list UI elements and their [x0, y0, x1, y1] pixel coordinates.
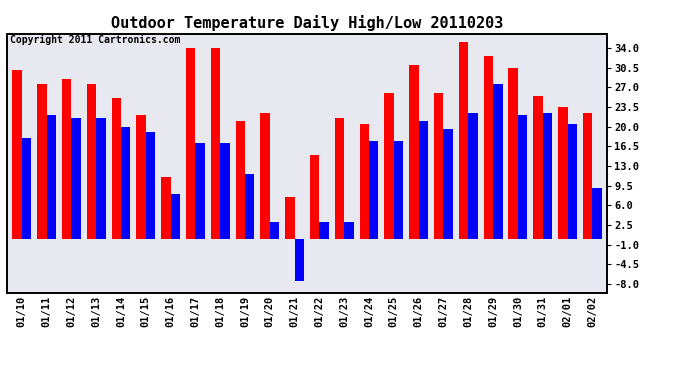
Text: Copyright 2011 Cartronics.com: Copyright 2011 Cartronics.com — [10, 35, 180, 45]
Bar — [137, 116, 146, 239]
Bar — [484, 56, 493, 239]
Bar — [47, 116, 56, 239]
Bar — [344, 222, 354, 239]
Bar — [112, 99, 121, 239]
Bar — [459, 42, 469, 239]
Bar — [493, 84, 502, 239]
Bar — [384, 93, 394, 239]
Bar — [245, 174, 255, 239]
Bar — [558, 107, 567, 239]
Bar — [592, 188, 602, 239]
Bar — [235, 121, 245, 239]
Bar — [335, 118, 344, 239]
Bar — [419, 121, 428, 239]
Bar — [121, 127, 130, 239]
Bar — [285, 197, 295, 239]
Bar — [195, 144, 205, 239]
Bar — [583, 112, 592, 239]
Bar — [509, 68, 518, 239]
Bar — [310, 154, 319, 239]
Bar — [12, 70, 22, 239]
Bar — [533, 96, 543, 239]
Bar — [62, 79, 71, 239]
Bar — [161, 177, 170, 239]
Bar — [71, 118, 81, 239]
Bar — [186, 48, 195, 239]
Bar — [270, 222, 279, 239]
Bar — [394, 141, 403, 239]
Bar — [469, 112, 477, 239]
Bar — [220, 144, 230, 239]
Bar — [444, 129, 453, 239]
Bar — [211, 48, 220, 239]
Title: Outdoor Temperature Daily High/Low 20110203: Outdoor Temperature Daily High/Low 20110… — [111, 15, 503, 31]
Bar — [543, 112, 552, 239]
Bar — [518, 116, 527, 239]
Bar — [409, 64, 419, 239]
Bar — [146, 132, 155, 239]
Bar — [170, 194, 180, 239]
Bar — [37, 84, 47, 239]
Bar — [96, 118, 106, 239]
Bar — [359, 124, 369, 239]
Bar — [434, 93, 444, 239]
Bar — [369, 141, 379, 239]
Bar — [567, 124, 577, 239]
Bar — [260, 112, 270, 239]
Bar — [87, 84, 96, 239]
Bar — [22, 138, 31, 239]
Bar — [319, 222, 329, 239]
Bar — [295, 239, 304, 281]
